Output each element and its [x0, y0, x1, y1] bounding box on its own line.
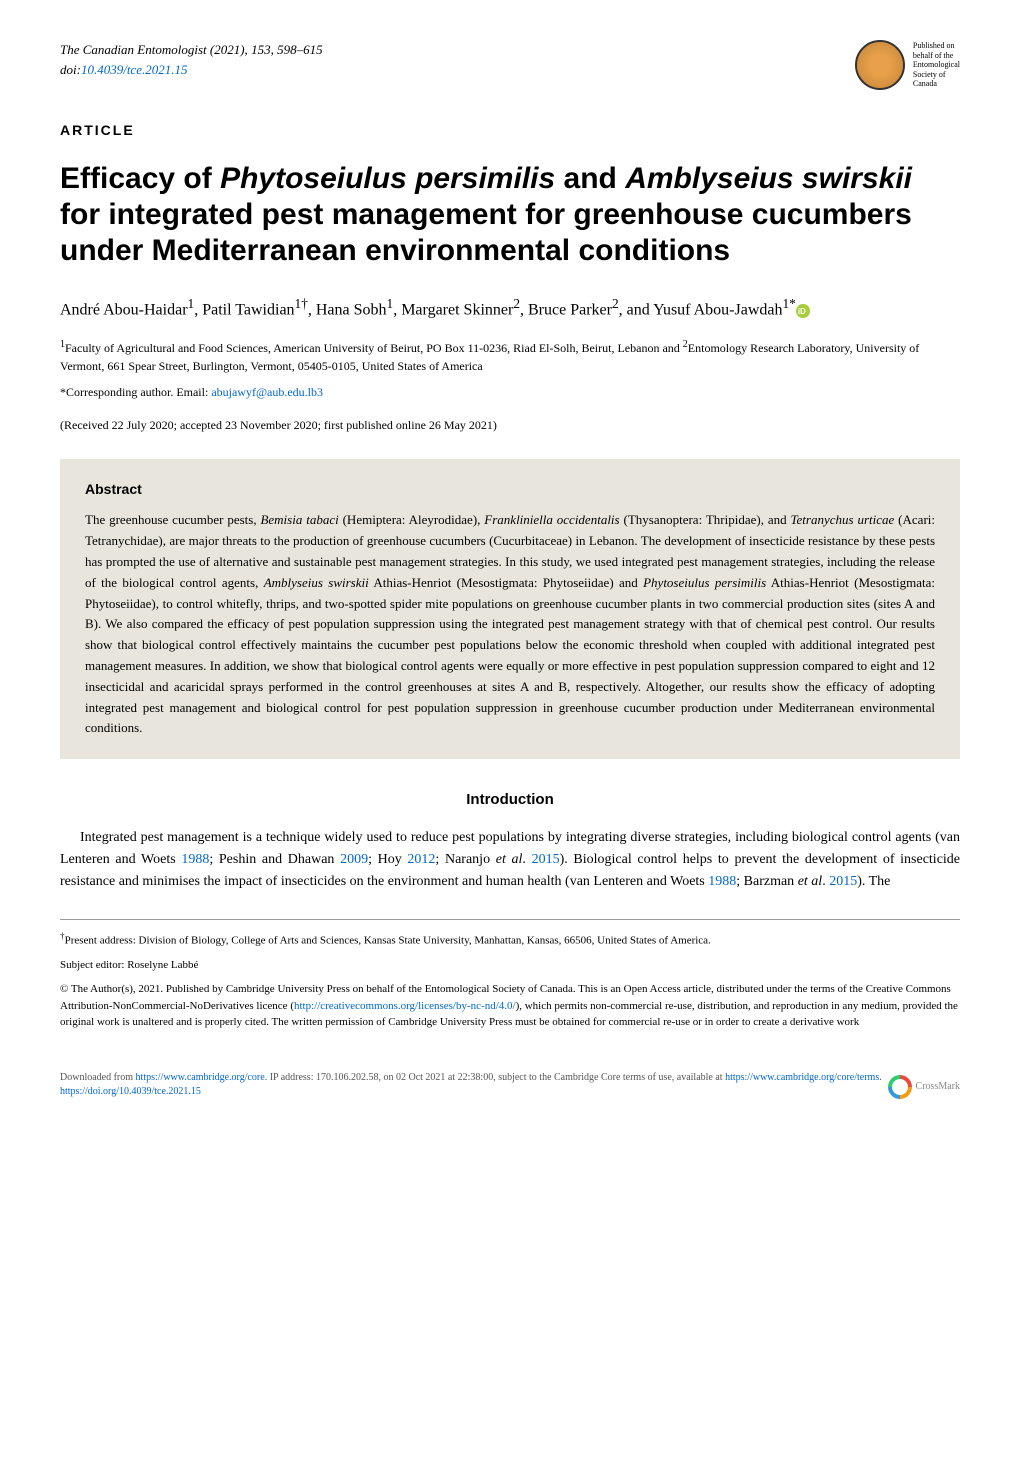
- body-part: ; Naranjo: [435, 852, 495, 867]
- journal-info: The Canadian Entomologist (2021), 153, 5…: [60, 40, 323, 79]
- journal-year: 2021: [214, 42, 240, 57]
- reference-link[interactable]: 1988: [181, 852, 209, 867]
- abstract-species: Phytoseiulus persimilis: [643, 575, 766, 590]
- article-label: ARTICLE: [60, 120, 960, 141]
- crossmark-label: CrossMark: [916, 1079, 960, 1094]
- abstract-section: Abstract The greenhouse cucumber pests, …: [60, 459, 960, 759]
- body-part: ; Hoy: [368, 852, 407, 867]
- body-part: ; Peshin and Dhawan: [209, 852, 340, 867]
- abstract-species: Bemisia tabaci: [260, 512, 338, 527]
- cambridge-link[interactable]: https://www.cambridge.org/core: [136, 1072, 265, 1083]
- abstract-text: The greenhouse cucumber pests, Bemisia t…: [85, 510, 935, 739]
- reference-link[interactable]: 2012: [407, 852, 435, 867]
- body-part: ). The: [857, 874, 890, 889]
- body-italic: et al: [798, 874, 823, 889]
- author-name: Margaret Skinner: [401, 301, 513, 318]
- abstract-part: The greenhouse cucumber pests,: [85, 512, 260, 527]
- abstract-part: (Thysanoptera: Thripidae), and: [620, 512, 791, 527]
- author-sup: 2: [513, 296, 520, 311]
- footnote-label: Subject editor:: [60, 959, 127, 971]
- pub-line: Canada: [913, 79, 960, 89]
- title-text: and: [555, 162, 625, 195]
- pub-line: Published on: [913, 41, 960, 51]
- reference-link[interactable]: 2015: [829, 874, 857, 889]
- aff-and: and: [659, 341, 682, 355]
- introduction-body: Integrated pest management is a techniqu…: [60, 827, 960, 894]
- footnote-text: Present address: Division of Biology, Co…: [65, 934, 711, 946]
- abstract-part: Athias-Henriot (Mesostigmata: Phytoseiid…: [85, 575, 935, 736]
- download-text: Downloaded from: [60, 1072, 136, 1083]
- journal-name: The Canadian Entomologist: [60, 42, 207, 57]
- pub-line: Entomological: [913, 60, 960, 70]
- abstract-species: Tetranychus urticae: [791, 512, 895, 527]
- doi-link[interactable]: 10.4039/tce.2021.15: [81, 62, 188, 77]
- author-name: André Abou-Haidar: [60, 301, 188, 318]
- author-sup: 1†: [295, 296, 308, 311]
- authors: André Abou-Haidar1, Patil Tawidian1†, Ha…: [60, 294, 960, 322]
- header-row: The Canadian Entomologist (2021), 153, 5…: [60, 40, 960, 90]
- author-sup: 2: [612, 296, 619, 311]
- body-italic: et al: [496, 852, 523, 867]
- title-species: Amblyseius swirskii: [625, 162, 912, 195]
- download-text: .: [879, 1072, 882, 1083]
- author-sup: 1: [387, 296, 394, 311]
- doi-prefix: doi:: [60, 62, 81, 77]
- corresponding-label: *Corresponding author. Email:: [60, 385, 211, 399]
- affiliation-text: Faculty of Agricultural and Food Science…: [65, 341, 659, 355]
- footnotes: †Present address: Division of Biology, C…: [60, 930, 960, 1031]
- title-species: Phytoseiulus persimilis: [220, 162, 555, 195]
- corresponding-author: *Corresponding author. Email: abujawyf@a…: [60, 383, 960, 401]
- article-dates: (Received 22 July 2020; accepted 23 Nove…: [60, 416, 960, 434]
- abstract-label: Abstract: [85, 479, 935, 500]
- introduction-heading: Introduction: [60, 789, 960, 812]
- email-link[interactable]: abujawyf@aub.edu.lb3: [211, 385, 323, 399]
- crossmark-icon: [888, 1075, 912, 1099]
- author-name: Patil Tawidian: [202, 301, 294, 318]
- abstract-part: (Hemiptera: Aleyrodidae),: [339, 512, 485, 527]
- download-text: . IP address: 170.106.202.58, on 02 Oct …: [265, 1072, 725, 1083]
- pub-line: Society of: [913, 70, 960, 80]
- author-sup: 1*: [782, 296, 795, 311]
- journal-volume: 153: [251, 42, 271, 57]
- orcid-icon[interactable]: [796, 304, 810, 318]
- terms-link[interactable]: https://www.cambridge.org/core/terms: [725, 1072, 879, 1083]
- society-logo-icon: [855, 40, 905, 90]
- bottom-bar: Downloaded from https://www.cambridge.or…: [60, 1071, 960, 1099]
- footnote-text: Roselyne Labbé: [127, 959, 198, 971]
- abstract-species: Amblyseius swirskii: [264, 575, 369, 590]
- article-title: Efficacy of Phytoseiulus persimilis and …: [60, 161, 960, 269]
- abstract-part: Athias-Henriot (Mesostigmata: Phytoseiid…: [369, 575, 643, 590]
- download-info: Downloaded from https://www.cambridge.or…: [60, 1071, 888, 1099]
- journal-pages: 598–615: [277, 42, 323, 57]
- affiliations: 1Faculty of Agricultural and Food Scienc…: [60, 337, 960, 375]
- crossmark-badge[interactable]: CrossMark: [888, 1075, 960, 1099]
- author-sup: 1: [188, 296, 195, 311]
- reference-link[interactable]: 2015: [532, 852, 560, 867]
- publisher-badge: Published on behalf of the Entomological…: [855, 40, 960, 90]
- reference-link[interactable]: 1988: [708, 874, 736, 889]
- author-name: Yusuf Abou-Jawdah: [653, 301, 782, 318]
- author-name: Hana Sobh: [316, 301, 387, 318]
- title-text: Efficacy of: [60, 162, 220, 195]
- title-text: for integrated pest management for green…: [60, 198, 912, 267]
- publisher-text: Published on behalf of the Entomological…: [913, 41, 960, 89]
- author-name: Bruce Parker: [528, 301, 612, 318]
- license-link[interactable]: http://creativecommons.org/licenses/by-n…: [294, 1000, 516, 1012]
- pub-line: behalf of the: [913, 51, 960, 61]
- reference-link[interactable]: 2009: [340, 852, 368, 867]
- body-part: ; Barzman: [736, 874, 797, 889]
- abstract-species: Frankliniella occidentalis: [484, 512, 619, 527]
- doi-link-bottom[interactable]: https://doi.org/10.4039/tce.2021.15: [60, 1086, 201, 1097]
- footer-divider: [60, 919, 960, 920]
- body-part: .: [522, 852, 531, 867]
